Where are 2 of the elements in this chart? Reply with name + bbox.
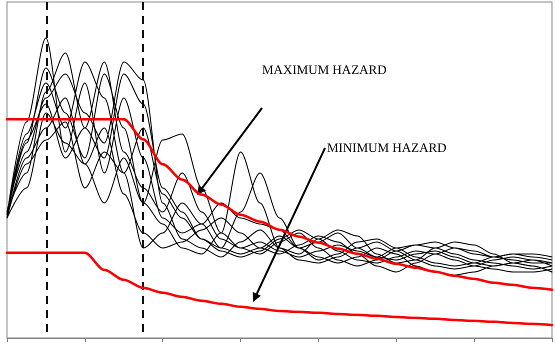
annotation: MAXIMUM HAZARD	[262, 62, 387, 78]
annotation: MINIMUM HAZARD	[327, 140, 447, 156]
